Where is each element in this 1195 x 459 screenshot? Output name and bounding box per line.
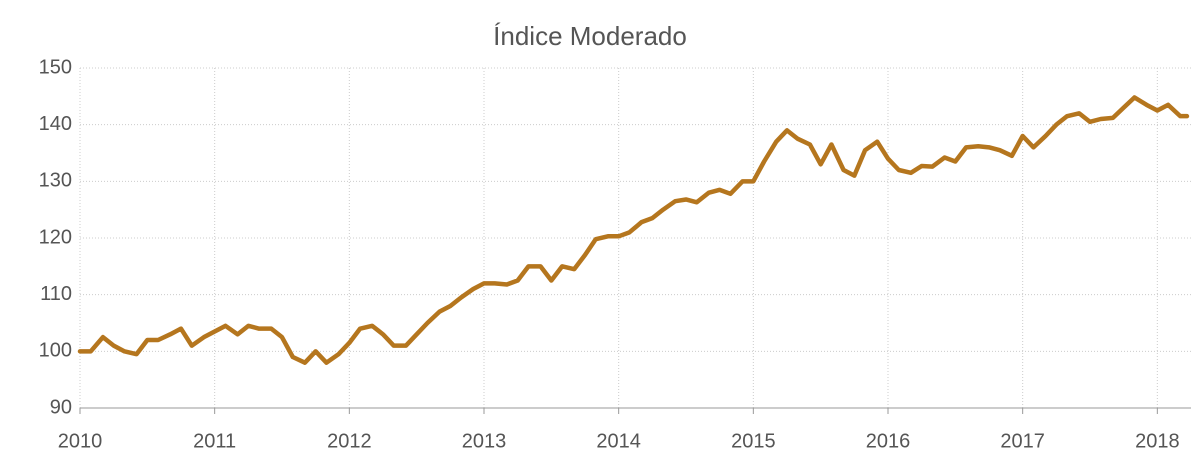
x-tick-label: 2017 xyxy=(1000,430,1045,452)
y-tick-label: 100 xyxy=(39,340,72,362)
x-tick-label: 2010 xyxy=(58,430,103,452)
x-tick-label: 2013 xyxy=(462,430,507,452)
y-tick-label: 90 xyxy=(50,396,72,418)
y-tick-label: 140 xyxy=(39,113,72,135)
x-tick-label: 2011 xyxy=(193,430,236,452)
y-tick-label: 130 xyxy=(39,170,72,192)
y-tick-label: 120 xyxy=(39,226,72,248)
data-line xyxy=(77,95,1190,365)
chart-title: Índice Moderado xyxy=(493,21,687,51)
x-tick-label: 2018 xyxy=(1135,430,1180,452)
y-tick-label: 110 xyxy=(40,283,72,305)
x-tick-label: 2015 xyxy=(731,430,776,452)
x-tick-label: 2014 xyxy=(596,430,641,452)
x-tick-label: 2016 xyxy=(866,430,911,452)
x-tick-label: 2012 xyxy=(327,430,372,452)
y-tick-label: 150 xyxy=(39,56,72,78)
